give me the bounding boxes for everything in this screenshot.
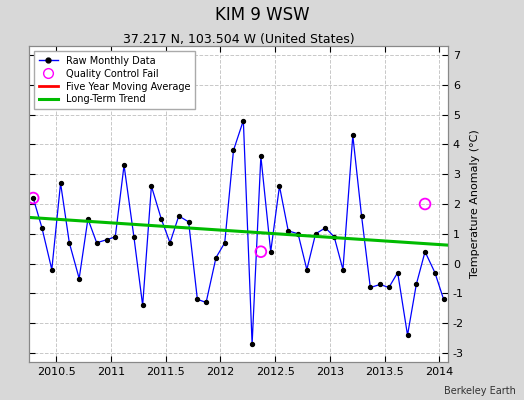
Point bbox=[138, 302, 147, 308]
Title: 37.217 N, 103.504 W (United States): 37.217 N, 103.504 W (United States) bbox=[123, 33, 354, 46]
Point bbox=[193, 296, 202, 302]
Point bbox=[330, 234, 339, 240]
Point bbox=[84, 216, 92, 222]
Point bbox=[212, 254, 220, 261]
Point bbox=[431, 269, 439, 276]
Point bbox=[403, 332, 412, 338]
Point bbox=[65, 240, 73, 246]
Point bbox=[385, 284, 393, 291]
Point bbox=[221, 240, 229, 246]
Point bbox=[267, 248, 275, 255]
Point bbox=[275, 183, 283, 189]
Point bbox=[394, 269, 402, 276]
Legend: Raw Monthly Data, Quality Control Fail, Five Year Moving Average, Long-Term Tren: Raw Monthly Data, Quality Control Fail, … bbox=[34, 51, 195, 109]
Point bbox=[239, 117, 247, 124]
Point bbox=[147, 183, 156, 189]
Point bbox=[257, 248, 265, 255]
Point bbox=[248, 341, 256, 347]
Point bbox=[321, 225, 330, 231]
Point bbox=[303, 266, 311, 273]
Point bbox=[93, 240, 101, 246]
Point bbox=[120, 162, 128, 168]
Text: KIM 9 WSW: KIM 9 WSW bbox=[215, 6, 309, 24]
Point bbox=[202, 299, 210, 306]
Point bbox=[102, 236, 111, 243]
Point bbox=[230, 147, 238, 154]
Point bbox=[57, 180, 65, 186]
Point bbox=[157, 216, 166, 222]
Point bbox=[366, 284, 375, 291]
Point bbox=[111, 234, 119, 240]
Point bbox=[130, 234, 138, 240]
Point bbox=[421, 201, 429, 207]
Point bbox=[294, 231, 302, 237]
Point bbox=[48, 266, 56, 273]
Point bbox=[339, 266, 347, 273]
Text: Berkeley Earth: Berkeley Earth bbox=[444, 386, 516, 396]
Point bbox=[440, 296, 448, 302]
Y-axis label: Temperature Anomaly (°C): Temperature Anomaly (°C) bbox=[470, 130, 479, 278]
Point bbox=[311, 231, 320, 237]
Point bbox=[29, 195, 37, 201]
Point bbox=[348, 132, 357, 139]
Point bbox=[412, 281, 420, 288]
Point bbox=[29, 195, 37, 201]
Point bbox=[284, 228, 292, 234]
Point bbox=[75, 275, 83, 282]
Point bbox=[376, 281, 384, 288]
Point bbox=[166, 240, 174, 246]
Point bbox=[421, 248, 429, 255]
Point bbox=[38, 225, 46, 231]
Point bbox=[184, 219, 193, 225]
Point bbox=[174, 213, 183, 219]
Point bbox=[257, 153, 265, 160]
Point bbox=[357, 213, 366, 219]
